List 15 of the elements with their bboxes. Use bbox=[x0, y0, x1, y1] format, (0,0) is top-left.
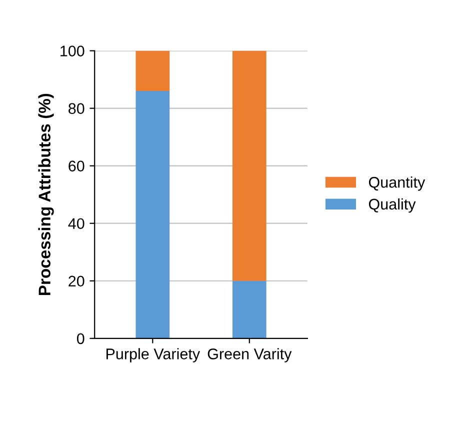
y-tick-label: 40 bbox=[68, 218, 84, 230]
y-tick-label: 0 bbox=[76, 333, 84, 344]
y-axis-title: Processing Attributes (%) bbox=[38, 94, 54, 296]
bar bbox=[136, 50, 170, 92]
legend-label: Quality bbox=[368, 198, 416, 213]
bar bbox=[232, 50, 266, 281]
legend-label: Quantity bbox=[368, 176, 426, 191]
x-tick-label: Purple Variety bbox=[106, 348, 200, 362]
y-tick-label: 60 bbox=[68, 160, 84, 172]
y-tick-label: 80 bbox=[68, 103, 84, 114]
y-tick-label: 100 bbox=[60, 46, 84, 56]
x-tick-label: Green Varity bbox=[208, 348, 292, 362]
y-tick-label: 20 bbox=[68, 276, 84, 287]
bar bbox=[136, 91, 170, 338]
bar bbox=[232, 280, 266, 338]
